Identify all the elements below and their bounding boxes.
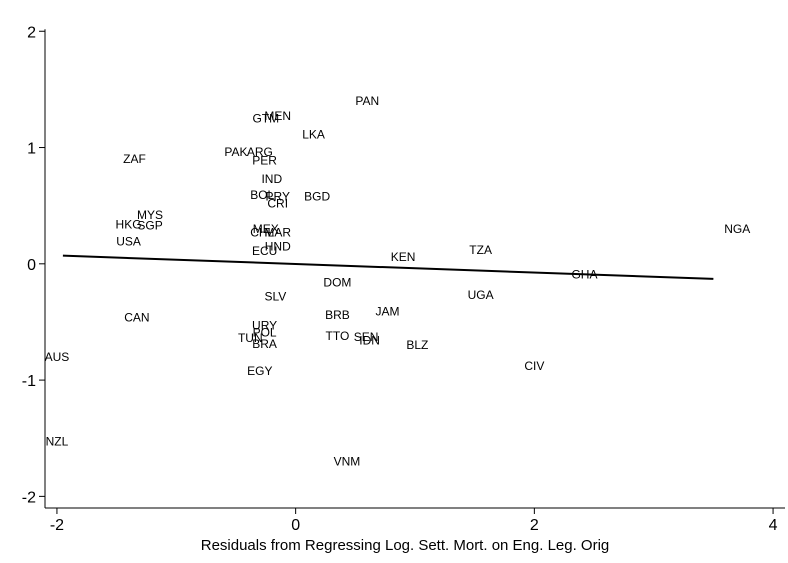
axes (44, 29, 785, 509)
point-label-usa: USA (116, 235, 141, 249)
point-label-aus: AUS (45, 350, 70, 364)
point-label-tza: TZA (469, 243, 492, 257)
point-label-brb: BRB (325, 308, 350, 322)
y-tick-label: 0 (27, 257, 36, 274)
x-axis-ticks: -2 0 2 4 (50, 508, 778, 534)
x-tick-label: 4 (769, 517, 778, 534)
point-label-ury: URY (252, 318, 277, 332)
point-label-vnm: VNM (334, 454, 361, 468)
point-label-uga: UGA (468, 288, 494, 302)
point-label-pol: POL (253, 325, 277, 339)
point-label-pan: PAN (355, 94, 379, 108)
point-label-idn: IDN (359, 334, 380, 348)
point-label-gtm: GTM (252, 111, 279, 125)
point-label-hnd: HND (265, 239, 291, 253)
y-tick-label: -1 (22, 373, 36, 390)
y-tick-label: -2 (22, 489, 36, 506)
x-tick-label: 0 (291, 517, 300, 534)
point-label-mys: MYS (137, 208, 163, 222)
point-label-tun: TUN (238, 331, 263, 345)
point-label-pak: PAK (224, 145, 247, 159)
point-label-nga: NGA (724, 222, 750, 236)
point-label-mex: MEX (253, 222, 279, 236)
point-label-ken: KEN (391, 250, 416, 264)
point-label-men: MEN (264, 109, 291, 123)
point-label-civ: CIV (524, 359, 544, 373)
x-tick-label: 2 (530, 517, 539, 534)
point-label-jam: JAM (376, 304, 400, 318)
point-label-sen: SEN (354, 330, 379, 344)
point-label-tto: TTO (326, 329, 350, 343)
point-label-arg: ARG (247, 145, 273, 159)
y-tick-label: 1 (27, 141, 36, 158)
point-label-bol: BOL (250, 188, 274, 202)
point-label-per: PER (252, 153, 277, 167)
x-axis-title: Residuals from Regressing Log. Sett. Mor… (201, 537, 610, 554)
point-label-bra: BRA (252, 337, 277, 351)
point-label-zaf: ZAF (123, 152, 146, 166)
point-label-hkg: HKG (116, 217, 142, 231)
point-label-slv: SLV (264, 289, 286, 303)
point-label-chl: CHL (250, 225, 274, 239)
y-tick-label: 2 (27, 24, 36, 41)
point-label-mar: MAR (264, 225, 291, 239)
fitted-regression-line (62, 254, 714, 280)
point-label-pry: PRY (266, 189, 290, 203)
x-tick-label: -2 (50, 517, 64, 534)
point-label-gha: GHA (571, 267, 597, 281)
point-label-ecu: ECU (252, 244, 277, 258)
point-label-cri: CRI (267, 196, 288, 210)
point-label-dom: DOM (323, 275, 351, 289)
point-label-nzl: NZL (46, 435, 69, 449)
point-label-ind: IND (261, 172, 282, 186)
point-label-lka: LKA (302, 128, 325, 142)
point-label-blz: BLZ (406, 338, 428, 352)
point-label-egy: EGY (247, 364, 272, 378)
point-label-bgd: BGD (304, 189, 330, 203)
point-label-sgp: SGP (137, 218, 162, 232)
point-label-can: CAN (124, 310, 149, 324)
y-axis-ticks: 2 1 0 -1 -2 (22, 24, 45, 506)
